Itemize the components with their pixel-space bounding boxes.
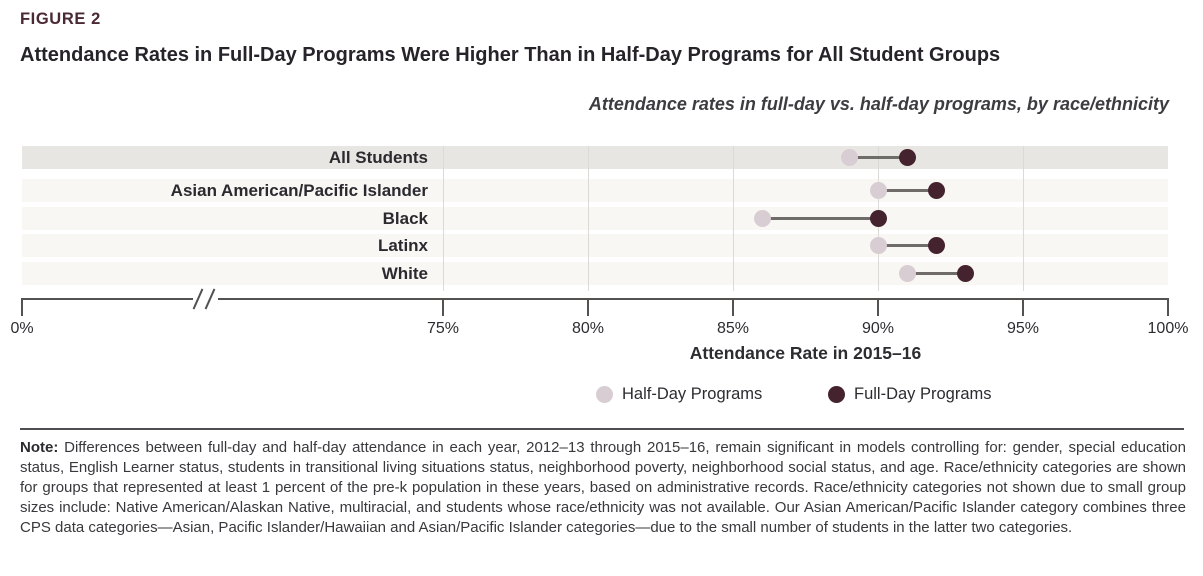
gridline <box>588 146 589 291</box>
x-axis-title: Attendance Rate in 2015–16 <box>689 343 922 363</box>
x-axis-tick <box>1167 298 1169 316</box>
row-band <box>22 146 1168 169</box>
legend-item-full-day: Full-Day Programs <box>828 384 992 404</box>
row-label: Latinx <box>377 236 428 255</box>
dumbbell-chart: Attendance Rate in 2015–16 Half-Day Prog… <box>0 140 1203 425</box>
gridline <box>733 146 734 291</box>
note-label: Note: <box>20 439 59 456</box>
note-text: Note: Differences between full-day and h… <box>20 438 1186 538</box>
note-body: Differences between full-day and half-da… <box>20 439 1186 536</box>
full-day-dot <box>927 237 945 254</box>
half-day-dot <box>898 265 916 282</box>
axis-break-icon <box>192 288 204 310</box>
dumbbell-connector <box>878 244 936 247</box>
chart-subtitle: Attendance rates in full-day vs. half-da… <box>588 94 1169 114</box>
row-label: White <box>381 264 428 283</box>
x-axis-tick <box>442 298 444 316</box>
x-axis-tick <box>587 298 589 316</box>
dumbbell-connector <box>907 272 965 275</box>
x-tick-label: 85% <box>716 320 750 337</box>
half-day-dot <box>869 182 887 199</box>
dumbbell-connector <box>849 156 907 159</box>
x-tick-label: 95% <box>1006 320 1040 337</box>
full-day-legend-dot-icon <box>828 385 845 403</box>
x-tick-label: 0% <box>10 320 34 337</box>
x-axis-tick <box>21 298 23 316</box>
x-tick-label: 80% <box>571 320 605 337</box>
row-band <box>22 262 1168 285</box>
row-label: All Students <box>328 148 428 167</box>
axis-break-icon <box>204 288 216 310</box>
x-axis-line <box>22 298 193 300</box>
half-day-dot <box>840 149 858 166</box>
full-day-dot <box>956 265 974 282</box>
dumbbell-connector <box>878 189 936 192</box>
legend-label-full-day: Full-Day Programs <box>854 384 992 403</box>
legend-item-half-day: Half-Day Programs <box>596 384 762 404</box>
gridline <box>443 146 444 291</box>
legend-label-half-day: Half-Day Programs <box>622 384 763 403</box>
full-day-dot <box>898 149 916 166</box>
x-tick-label: 90% <box>861 320 895 337</box>
x-axis-line <box>218 298 1168 300</box>
x-axis-tick <box>877 298 879 316</box>
half-day-legend-dot-icon <box>596 385 613 403</box>
half-day-dot <box>869 237 887 254</box>
figure-title: Attendance Rates in Full-Day Programs We… <box>20 44 1001 66</box>
full-day-dot <box>927 182 945 199</box>
row-label: Black <box>382 209 428 228</box>
full-day-dot <box>869 210 887 227</box>
half-day-dot <box>753 210 771 227</box>
note-divider <box>20 428 1184 430</box>
dumbbell-connector <box>762 217 878 220</box>
gridline <box>1023 146 1024 291</box>
x-axis-tick <box>732 298 734 316</box>
x-tick-label: 100% <box>1147 320 1189 337</box>
x-tick-label: 75% <box>426 320 460 337</box>
x-axis-tick <box>1022 298 1024 316</box>
row-label: Asian American/Pacific Islander <box>170 181 428 200</box>
figure-label: FIGURE 2 <box>20 10 101 28</box>
